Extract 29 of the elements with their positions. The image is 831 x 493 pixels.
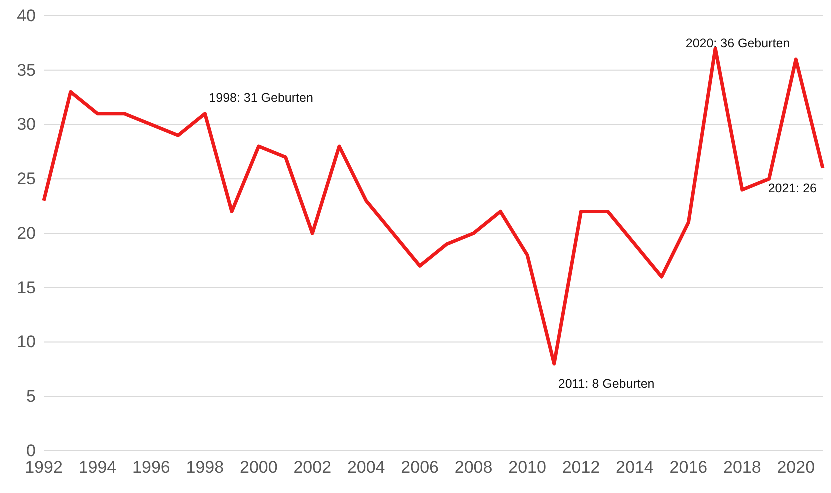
x-tick-label: 2020	[777, 458, 816, 478]
x-tick-label: 2014	[616, 458, 654, 478]
x-tick-label: 1992	[25, 458, 63, 478]
annotation: 2020: 36 Geburten	[686, 36, 790, 50]
line-series	[42, 46, 825, 366]
y-tick-label: 25	[17, 170, 36, 189]
x-tick-label: 2000	[240, 458, 278, 478]
x-tick-label: 2016	[670, 458, 708, 478]
x-tick-label: 1996	[132, 458, 170, 478]
x-tick-label: 2008	[454, 458, 493, 478]
x-tick-label: 2002	[294, 458, 332, 478]
y-tick-label: 5	[26, 387, 36, 406]
annotation: 2011: 8 Geburten	[558, 377, 655, 391]
y-tick-label: 0	[26, 441, 36, 460]
x-tick-label: 2012	[562, 458, 600, 478]
y-tick-label: 40	[17, 6, 36, 26]
annotation: 1998: 31 Geburten	[209, 90, 314, 105]
x-tick-label: 2018	[724, 458, 762, 478]
x-tick-label: 1994	[78, 458, 117, 478]
y-tick-label: 10	[17, 332, 36, 352]
y-tick-label: 20	[17, 224, 36, 243]
x-tick-label: 1998	[186, 458, 224, 478]
y-tick-label: 35	[17, 60, 36, 80]
x-tick-label: 2010	[508, 458, 546, 478]
annotation: 2021: 26	[768, 181, 818, 196]
x-tick-label: 2006	[401, 458, 439, 478]
y-tick-label: 15	[17, 278, 36, 298]
y-tick-label: 30	[17, 115, 36, 134]
x-tick-label: 2004	[347, 458, 386, 478]
